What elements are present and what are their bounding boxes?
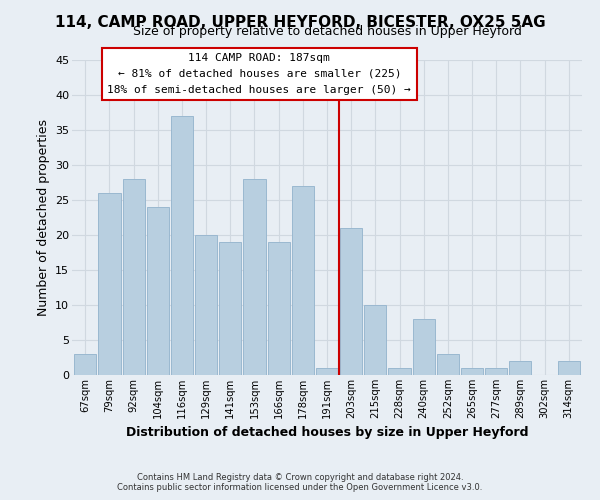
Bar xyxy=(340,228,362,375)
Bar xyxy=(485,368,508,375)
Bar xyxy=(219,242,241,375)
Bar xyxy=(437,354,459,375)
Bar xyxy=(98,193,121,375)
Text: 114 CAMP ROAD: 187sqm
← 81% of detached houses are smaller (225)
18% of semi-det: 114 CAMP ROAD: 187sqm ← 81% of detached … xyxy=(107,54,411,94)
Bar xyxy=(364,305,386,375)
Title: Size of property relative to detached houses in Upper Heyford: Size of property relative to detached ho… xyxy=(133,25,521,38)
X-axis label: Distribution of detached houses by size in Upper Heyford: Distribution of detached houses by size … xyxy=(126,426,528,440)
Text: Contains HM Land Registry data © Crown copyright and database right 2024.
Contai: Contains HM Land Registry data © Crown c… xyxy=(118,473,482,492)
Y-axis label: Number of detached properties: Number of detached properties xyxy=(37,119,50,316)
Bar xyxy=(122,179,145,375)
Bar xyxy=(146,207,169,375)
Bar xyxy=(461,368,483,375)
Bar xyxy=(244,179,266,375)
Bar xyxy=(316,368,338,375)
Bar xyxy=(292,186,314,375)
Bar xyxy=(509,361,532,375)
Bar xyxy=(268,242,290,375)
Bar xyxy=(388,368,410,375)
Bar xyxy=(557,361,580,375)
Bar xyxy=(413,319,435,375)
Bar xyxy=(195,235,217,375)
Bar xyxy=(74,354,97,375)
Text: 114, CAMP ROAD, UPPER HEYFORD, BICESTER, OX25 5AG: 114, CAMP ROAD, UPPER HEYFORD, BICESTER,… xyxy=(55,15,545,30)
Bar xyxy=(171,116,193,375)
